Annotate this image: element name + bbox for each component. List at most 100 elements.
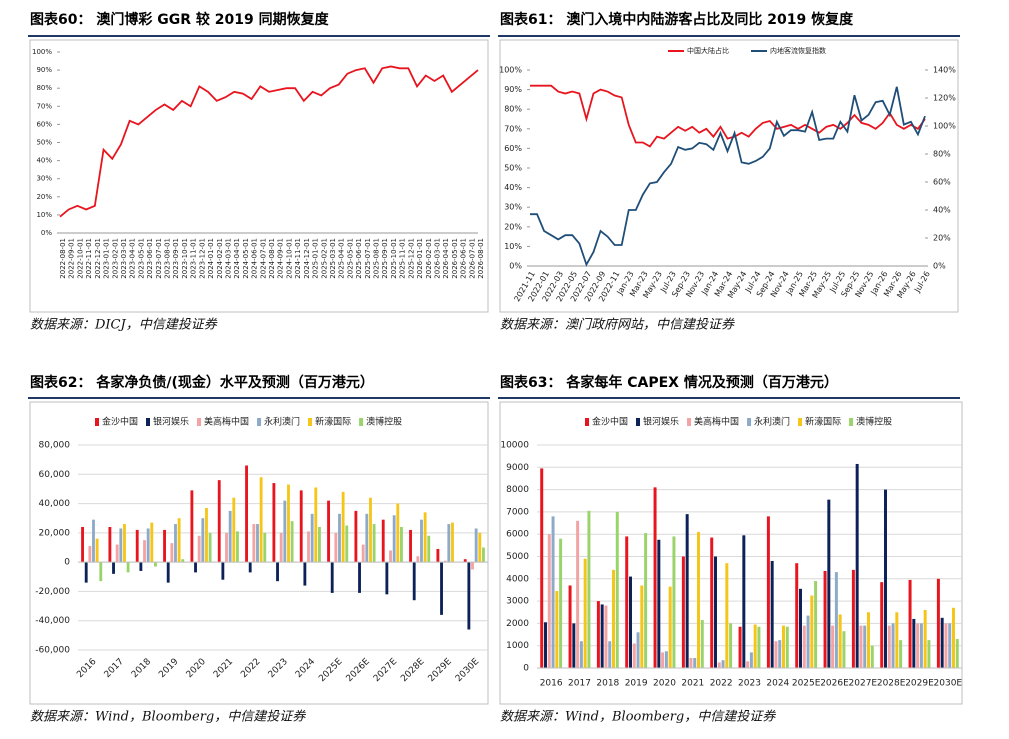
bar — [802, 625, 806, 668]
data-line — [530, 86, 926, 267]
bar — [330, 562, 334, 593]
x-tick-label: 2025-12-01 — [407, 238, 415, 279]
y-tick-label: 70% — [504, 124, 522, 133]
x-tick-label: 2026-04-01 — [442, 238, 450, 279]
bar — [482, 547, 485, 563]
x-tick-label: 2016 — [75, 657, 98, 680]
bar — [693, 657, 697, 668]
bar — [221, 562, 225, 580]
bar — [838, 614, 842, 668]
x-tick-label: 2025-11-01 — [399, 238, 407, 279]
x-tick-label: 2023-01-01 — [103, 238, 111, 279]
bar — [123, 524, 126, 563]
bar — [899, 640, 903, 668]
bar — [327, 500, 330, 563]
bar — [710, 537, 714, 668]
y-tick-label: 60% — [36, 120, 52, 128]
x-tick-label: 2026-03-01 — [433, 238, 441, 279]
y-tick-label: 90% — [36, 66, 52, 74]
x-tick-label: 2024-01-01 — [207, 238, 215, 279]
y-tick-label: 3000 — [506, 597, 529, 607]
bar — [827, 499, 831, 668]
bar — [447, 524, 451, 563]
bar — [99, 562, 103, 582]
bar — [358, 562, 361, 593]
bar — [217, 480, 221, 563]
x-tick-label: 2018 — [130, 657, 153, 680]
x-tick-label: 2024-09-01 — [277, 238, 285, 279]
y-tick-label: 0% — [509, 262, 522, 271]
bar — [583, 558, 587, 668]
bar — [685, 514, 689, 668]
bar — [615, 511, 619, 668]
x-tick-label: 2021 — [681, 679, 704, 689]
bar — [154, 562, 157, 567]
bar — [810, 595, 814, 668]
bar — [572, 623, 576, 668]
x-tick-label: 2027E — [372, 657, 400, 685]
bar — [636, 632, 640, 668]
source-note: 数据来源：澳门政府网站，中信建投证券 — [500, 317, 735, 333]
plot-frame — [499, 39, 959, 313]
x-tick-label: 2025-10-01 — [390, 238, 398, 279]
y-tick-label: -40,000 — [35, 616, 70, 626]
bar — [785, 626, 789, 668]
x-tick-label: 2025E — [317, 657, 345, 685]
bar — [205, 507, 208, 563]
bar — [427, 535, 431, 563]
bar — [814, 581, 818, 668]
bar — [263, 532, 267, 563]
bar — [92, 519, 95, 563]
bar — [600, 604, 604, 668]
bar — [746, 661, 750, 668]
bar — [738, 626, 742, 668]
bar — [547, 534, 551, 668]
plot-frame — [29, 39, 489, 313]
x-tick-label: 2029E — [905, 679, 934, 689]
bar — [423, 512, 427, 563]
x-tick-label: 2023-05-01 — [137, 238, 145, 279]
bar — [259, 477, 263, 563]
x-tick-label: 2025-01-01 — [312, 238, 320, 279]
bar — [115, 544, 119, 563]
bar — [146, 528, 150, 563]
y-tick-label: 40,000 — [39, 499, 71, 509]
y-tick-label: 100% — [499, 66, 522, 75]
bar — [409, 529, 412, 563]
bar — [778, 640, 782, 668]
x-tick-label: 2024-05-01 — [242, 238, 250, 279]
x-tick-label: 2018 — [596, 679, 619, 689]
bar — [632, 643, 636, 668]
bar — [314, 487, 318, 563]
bar — [245, 465, 248, 563]
legend-swatch — [146, 418, 151, 426]
bar — [568, 585, 572, 668]
y-tick-label: 10% — [504, 242, 522, 251]
legend-swatch — [308, 418, 313, 426]
chart-title: 图表63： 各家每年 CAPEX 情况及预测（百万港元） — [500, 374, 838, 391]
y-tick-label: 20,000 — [39, 528, 71, 538]
x-tick-label: 2024-03-01 — [224, 238, 232, 279]
bar — [474, 528, 478, 563]
x-tick-label: 2023-11-01 — [190, 238, 198, 279]
x-tick-label: 2023-12-01 — [198, 238, 206, 279]
y-tick-label: -20,000 — [35, 587, 70, 597]
x-tick-label: 2027E — [849, 679, 878, 689]
bar — [700, 620, 704, 668]
y2-tick-label: 140% — [933, 66, 956, 75]
x-tick-label: 2017 — [568, 679, 591, 689]
bar — [369, 497, 372, 563]
bar — [644, 533, 648, 668]
bar — [108, 527, 112, 563]
y-tick-label: 2000 — [506, 619, 529, 629]
bar — [201, 518, 205, 563]
y-tick-label: 0 — [523, 664, 529, 674]
y-tick-label: 50% — [504, 164, 522, 173]
bar — [859, 625, 863, 668]
y-tick-label: 60% — [504, 144, 522, 153]
bar — [927, 640, 931, 668]
x-tick-label: 2025-09-01 — [381, 238, 389, 279]
plot-frame — [29, 401, 489, 705]
bar — [467, 562, 471, 630]
y-tick-label: 30% — [504, 203, 522, 212]
